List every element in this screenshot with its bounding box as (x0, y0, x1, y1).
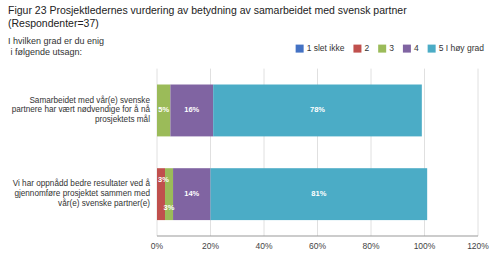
tick-label: 40% (255, 241, 272, 251)
category-labels: Samarbeidet med vår(e) svenskepartnere h… (12, 95, 151, 208)
legend-label: 4 (414, 43, 419, 53)
tick-label: 100% (414, 241, 436, 251)
data-label: 5% (158, 105, 169, 114)
tick-label: 80% (362, 241, 379, 251)
tick-label: 20% (202, 241, 219, 251)
bar-segment (173, 168, 210, 220)
data-label: 78% (310, 105, 325, 114)
data-label: 16% (184, 105, 199, 114)
legend-swatch (428, 45, 436, 53)
title: Figur 23 Prosjektledernes vurdering av b… (8, 4, 407, 29)
legend-swatch (378, 45, 386, 53)
data-label: 81% (311, 189, 326, 198)
x-ticks: 0% 20% 40% 60% 80% 100% 120% (151, 241, 489, 251)
legend: 1 slet ikke 2 3 4 5 I høy grad (296, 43, 485, 53)
category-label: Samarbeidet med vår(e) svenskepartnere h… (12, 95, 151, 125)
grid (157, 69, 478, 236)
annotation: I hvilken grad er du enig i følgende uts… (8, 36, 104, 57)
legend-label: 3 (389, 43, 394, 53)
tick-label: 60% (309, 241, 326, 251)
legend-label: 1 slet ikke (307, 43, 345, 53)
legend-swatch (353, 45, 361, 53)
bar-segment (213, 85, 422, 137)
category-label: Vi har oppnådd bedre resultater ved ågje… (13, 179, 151, 209)
legend-label: 5 I høy grad (439, 43, 485, 53)
legend-label: 2 (364, 43, 369, 53)
legend-swatch (403, 45, 411, 53)
legend-swatch (296, 45, 304, 53)
data-label: 14% (184, 189, 199, 198)
tick-label: 0% (151, 241, 164, 251)
bar-segment (170, 85, 213, 137)
grid-line (478, 69, 479, 236)
bar-segment (211, 168, 428, 220)
bars (157, 85, 427, 221)
bar-segment (157, 85, 170, 137)
x-axis-line (157, 236, 478, 237)
tick-label: 120% (467, 241, 489, 251)
data-label: 3% (164, 203, 175, 212)
chart: Figur 23 Prosjektledernes vurdering av b… (0, 0, 494, 258)
data-label: 3% (158, 175, 169, 184)
data-labels: 5% 16% 78% 3% 3% 14% 81% (158, 105, 327, 212)
